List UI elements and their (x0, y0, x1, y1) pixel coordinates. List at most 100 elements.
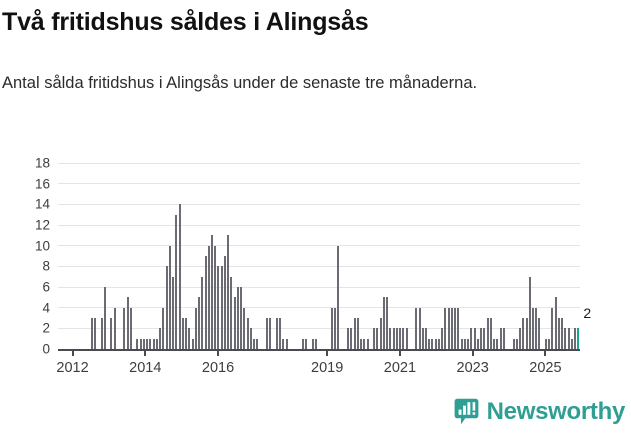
bar (363, 338, 366, 349)
bar (94, 318, 97, 349)
bar (489, 318, 492, 349)
bar (129, 307, 132, 349)
gridline-18 (58, 162, 580, 164)
x-tick (326, 349, 329, 356)
chart-subtitle: Antal sålda fritidshus i Alingsås under … (2, 74, 478, 92)
bar-highlighted (577, 328, 580, 349)
bar (405, 328, 408, 349)
y-tick-label: 0 (42, 341, 50, 357)
bar (382, 297, 385, 349)
bar (146, 338, 149, 349)
bar (110, 318, 113, 349)
bar (399, 328, 402, 349)
bar (395, 328, 398, 349)
bar (104, 287, 106, 349)
bar (392, 328, 395, 349)
chart-footer: Newsworthy (0, 396, 631, 439)
bar (275, 318, 278, 349)
newsworthy-bar-chart-bubble-icon (454, 398, 479, 426)
bar (441, 328, 444, 349)
bar (139, 338, 142, 349)
bar (201, 276, 204, 349)
bar (434, 338, 437, 349)
bar (548, 338, 551, 349)
gridline-10 (58, 245, 580, 247)
bar (168, 245, 171, 349)
bar (373, 328, 376, 349)
bar (512, 338, 515, 349)
bar (311, 338, 314, 349)
bar (574, 328, 577, 349)
bar (243, 307, 246, 349)
bar (564, 328, 567, 349)
bar-series (58, 163, 580, 349)
bar (191, 338, 194, 349)
bar (437, 338, 440, 349)
bar (353, 318, 356, 349)
bar (444, 307, 447, 349)
bar (561, 318, 564, 349)
y-tick-label: 10 (34, 237, 50, 253)
bar (473, 328, 476, 349)
bar (528, 276, 531, 349)
bar (149, 338, 152, 349)
bar (554, 297, 557, 349)
bar (207, 245, 210, 349)
page-title: Två fritidshus såldes i Alingsås (2, 8, 369, 36)
newsworthy-wordmark: Newsworthy (486, 398, 626, 425)
x-tick (71, 349, 74, 356)
y-tick-label: 4 (42, 299, 50, 315)
bar (152, 338, 155, 349)
bar (181, 318, 184, 349)
bar (266, 318, 269, 349)
bar (301, 338, 304, 349)
bar (159, 328, 162, 349)
bar (366, 338, 369, 349)
bar (557, 318, 560, 349)
bar (100, 318, 103, 349)
x-tick-label: 2021 (383, 360, 417, 376)
bar (188, 328, 191, 349)
bar (567, 328, 570, 349)
bar (463, 338, 466, 349)
x-tick (398, 349, 401, 356)
bar (113, 307, 116, 349)
bar (457, 307, 460, 349)
bar (431, 338, 434, 349)
bar (155, 338, 158, 349)
bar (136, 338, 139, 349)
gridline-8 (58, 265, 580, 267)
bar (126, 297, 129, 349)
x-tick-label: 2023 (456, 360, 489, 376)
bar (253, 338, 256, 349)
bar (483, 328, 486, 349)
bar (91, 318, 94, 349)
bar (175, 214, 178, 349)
bar (165, 266, 168, 349)
bar (476, 338, 479, 349)
bar (334, 307, 337, 349)
y-axis-labels: 0 2 4 6 8 10 12 14 16 18 (0, 156, 50, 355)
bar (337, 245, 340, 349)
bar (454, 307, 457, 349)
x-tick-label: 2025 (529, 360, 562, 376)
bar (428, 338, 431, 349)
bar (211, 235, 213, 349)
bar (519, 328, 521, 349)
bar (544, 338, 547, 349)
bar (379, 318, 382, 349)
x-axis: 2012 2014 2016 2019 2021 2023 2025 (56, 349, 580, 391)
bar (531, 307, 534, 349)
bar (496, 338, 499, 349)
bar (305, 338, 308, 349)
bar (460, 338, 463, 349)
bar (418, 307, 421, 349)
gridline-12 (58, 224, 580, 226)
bar (522, 318, 525, 349)
newsworthy-logo[interactable]: Newsworthy (454, 398, 625, 426)
bar (233, 297, 236, 349)
bar (285, 338, 288, 349)
bar (198, 297, 201, 349)
gridline-14 (58, 203, 580, 205)
bar (360, 338, 363, 349)
